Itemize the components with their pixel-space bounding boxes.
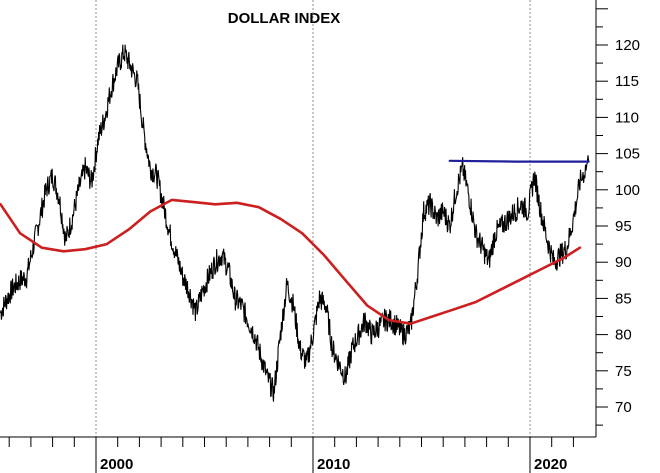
resistance-line [448,159,590,163]
axes: 70 75 80 85 90 95 100 105 110 115 120 2000 2010 2020 [0,0,640,473]
y-tick-label-105: 105 [615,146,640,163]
grid-lines [95,0,531,437]
y-tick-label-110: 110 [615,109,639,126]
y-tick-label-120: 120 [615,37,640,54]
chart-title: DOLLAR INDEX [228,10,341,27]
price-line [0,44,590,402]
y-tick-label-100: 100 [615,182,640,199]
x-tick-label-2020: 2020 [534,456,567,473]
y-tick-label-75: 75 [615,363,632,380]
y-tick-label-80: 80 [615,327,632,344]
y-tick-label-95: 95 [615,218,632,235]
y-tick-label-90: 90 [615,254,632,271]
x-tick-label-2010: 2010 [317,456,350,473]
series-layer [0,44,590,402]
x-tick-label-2000: 2000 [100,456,133,473]
y-tick-label-70: 70 [615,399,632,416]
y-tick-label-115: 115 [615,73,639,90]
y-tick-label-85: 85 [615,290,632,307]
moving-average-line [0,198,582,325]
